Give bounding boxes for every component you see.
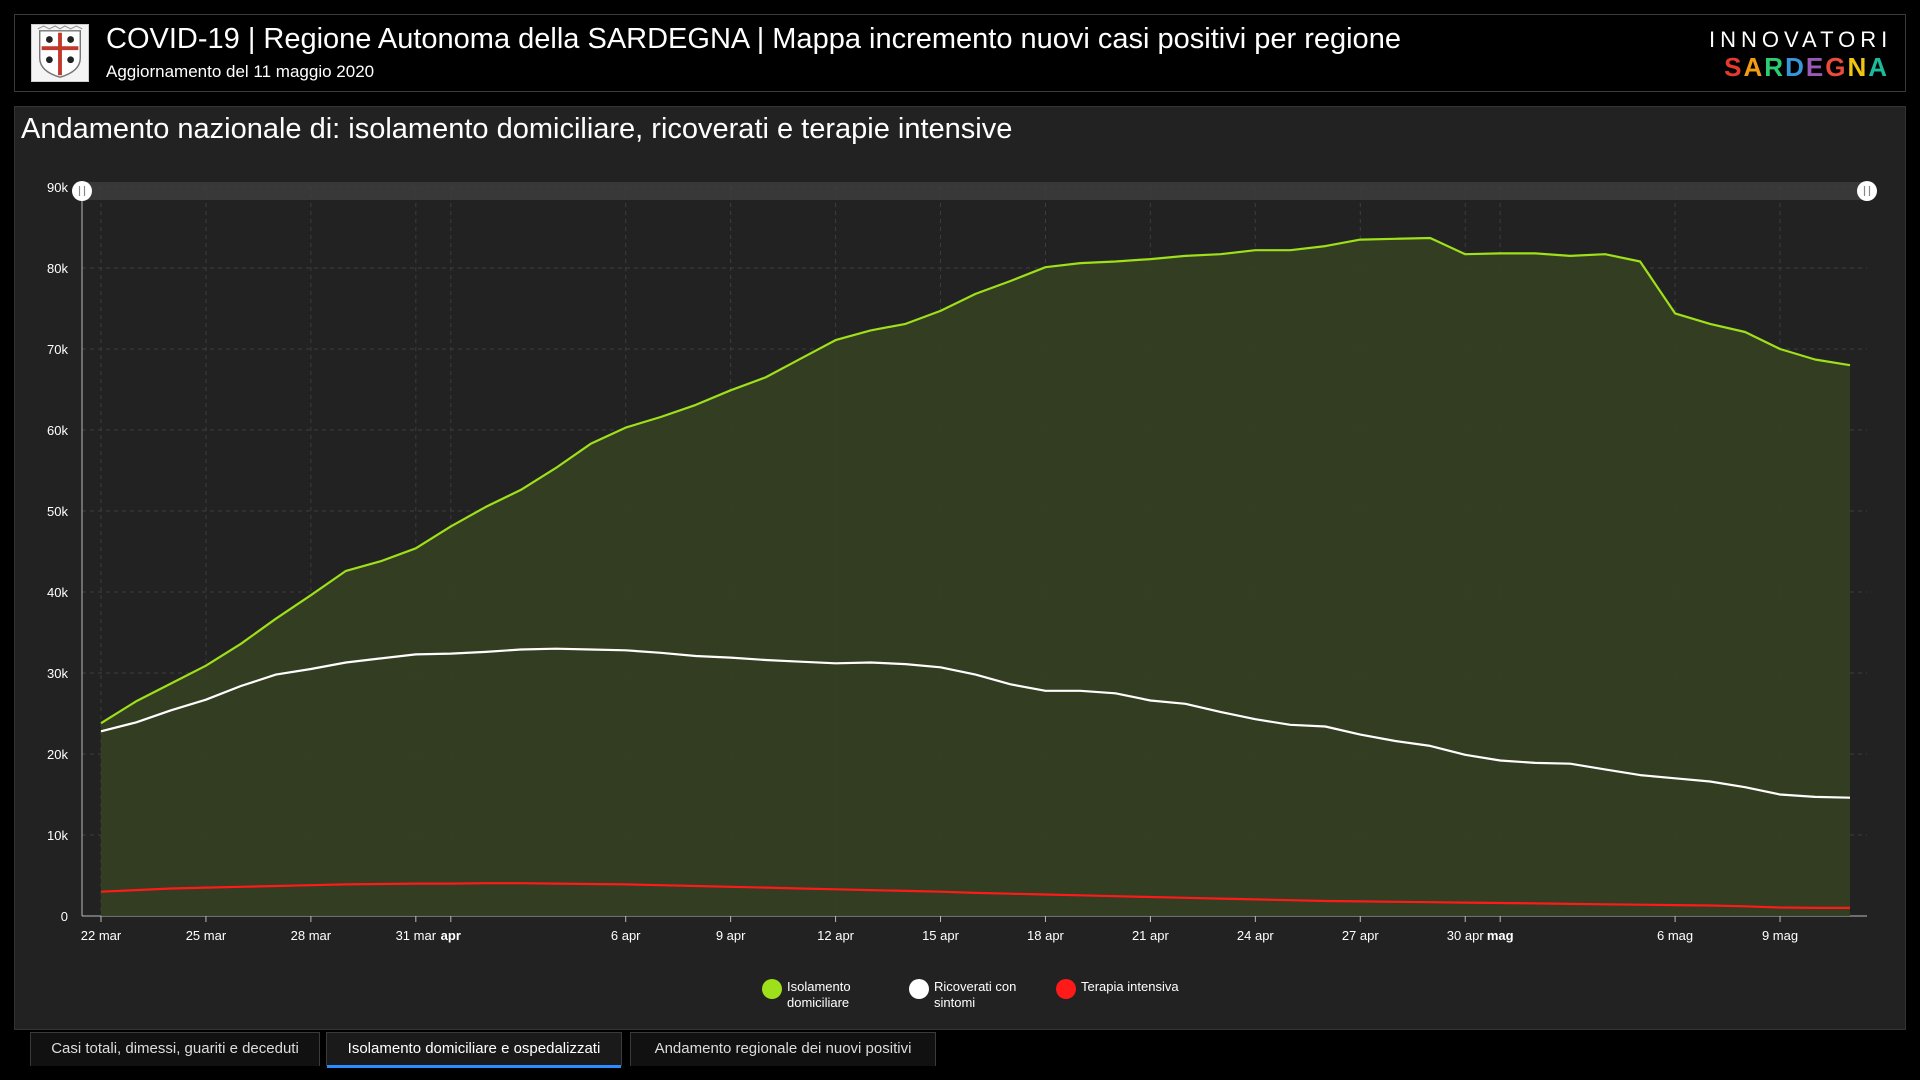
logo-letter: A <box>1868 52 1889 82</box>
x-tick-label: 18 apr <box>1027 928 1065 943</box>
range-handle-left[interactable] <box>72 181 92 201</box>
tab-label: Casi totali, dimessi, guariti e deceduti <box>51 1040 299 1057</box>
chart-legend: Isolamento domiciliare Ricoverati con si… <box>15 969 1907 1029</box>
logo-letter: G <box>1825 52 1848 82</box>
range-handle-right[interactable] <box>1857 181 1877 201</box>
logo-letter: E <box>1805 52 1826 82</box>
tab-isolamento-ospedalizzati[interactable]: Isolamento domiciliare e ospedalizzati <box>326 1032 622 1068</box>
x-tick-label: 6 mag <box>1657 928 1693 943</box>
handle-circle <box>72 181 92 201</box>
logo-letter: N <box>1847 52 1869 82</box>
x-tick-label: 24 apr <box>1237 928 1275 943</box>
legend-item-terapia[interactable]: Terapia intensiva <box>1056 979 1221 999</box>
line-ricoverati <box>100 647 1851 799</box>
x-tick-label: 31 mar <box>396 928 437 943</box>
y-tick-label: 80k <box>47 261 68 276</box>
x-tick-label: 22 mar <box>81 928 122 943</box>
chart: 0 10k 20k 30k 40k 50k 60k 70k 80k 90k 22 mar 25 mar… <box>47 180 1877 943</box>
y-tick-label: 20k <box>47 747 68 762</box>
x-tick-label: 25 mar <box>186 928 227 943</box>
legend-item-isolamento[interactable]: Isolamento domiciliare <box>762 979 887 1011</box>
handle-circle <box>1857 181 1877 201</box>
chart-panel: 0 10k 20k 30k 40k 50k 60k 70k 80k 90k 22 mar 25 mar… <box>14 106 1906 1030</box>
legend-dot-isolamento <box>762 979 782 999</box>
chart-title: Andamento nazionale di: isolamento domic… <box>21 113 1013 145</box>
y-tick-label: 30k <box>47 666 68 681</box>
legend-label: Ricoverati con sintomi <box>934 979 1017 1010</box>
line-isolamento <box>100 236 1851 725</box>
area-isolamento <box>101 238 1850 916</box>
x-tick-label: mag <box>1487 928 1514 943</box>
logo-line1: INNOVATORI <box>1709 27 1893 52</box>
innovatori-sardegna-logo: INNOVATORI SARDEGNA <box>1709 27 1889 83</box>
y-tick-label: 40k <box>47 585 68 600</box>
x-tick-label: 6 apr <box>611 928 641 943</box>
logo-letter: S <box>1724 52 1744 82</box>
tab-label: Andamento regionale dei nuovi positivi <box>654 1040 912 1057</box>
x-tick-label: 9 apr <box>716 928 746 943</box>
x-tick-label: apr <box>441 928 461 943</box>
range-slider-track <box>82 182 1867 200</box>
x-tick-label: 30 apr <box>1447 928 1485 943</box>
x-tick-label: 28 mar <box>291 928 332 943</box>
x-tick-label: 12 apr <box>817 928 855 943</box>
logo-letter: D <box>1785 52 1806 82</box>
y-tick-label: 90k <box>47 180 68 195</box>
legend-item-ricoverati[interactable]: Ricoverati con sintomi <box>909 979 1034 1011</box>
logo-line2: SARDEGNA <box>1709 53 1889 81</box>
page-title: COVID-19 | Regione Autonoma della SARDEG… <box>106 23 1401 55</box>
update-date: Aggiornamento del 11 maggio 2020 <box>106 62 375 81</box>
y-tick-label: 50k <box>47 504 68 519</box>
x-tick-label: 21 apr <box>1132 928 1170 943</box>
tab-label: Isolamento domiciliare e ospedalizzati <box>347 1040 601 1057</box>
x-tick-label: 27 apr <box>1342 928 1380 943</box>
legend-label: Isolamento domiciliare <box>787 979 851 1010</box>
header-bar: COVID-19 | Regione Autonoma della SARDEG… <box>14 14 1906 92</box>
tab-andamento-regionale[interactable]: Andamento regionale dei nuovi positivi <box>630 1032 936 1066</box>
tab-casi-totali[interactable]: Casi totali, dimessi, guariti e deceduti <box>30 1032 320 1066</box>
y-tick-label: 10k <box>47 828 68 843</box>
legend-label: Terapia intensiva <box>1081 979 1179 994</box>
y-tick-label: 60k <box>47 423 68 438</box>
x-tick-label: 15 apr <box>922 928 960 943</box>
sardinia-crest-icon <box>31 24 89 82</box>
y-tick-label: 70k <box>47 342 68 357</box>
line-terapia <box>100 882 1850 909</box>
logo-letter: R <box>1764 52 1786 82</box>
active-tab-indicator <box>327 1065 621 1068</box>
legend-dot-terapia <box>1056 979 1076 999</box>
y-tick-label: 0 <box>61 909 68 924</box>
legend-dot-ricoverati <box>909 979 929 999</box>
logo-letter: A <box>1743 52 1765 82</box>
x-tick-label: 9 mag <box>1762 928 1798 943</box>
